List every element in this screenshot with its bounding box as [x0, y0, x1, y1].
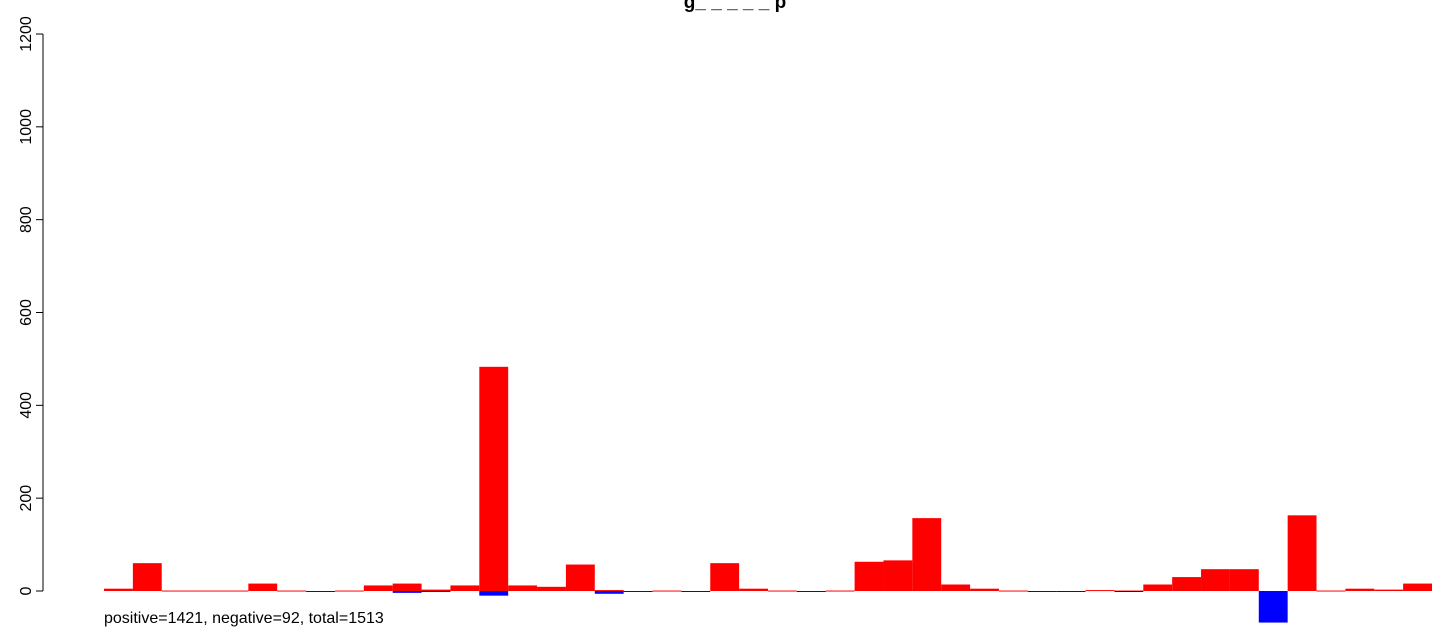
- negative-bar: [306, 591, 335, 592]
- positive-bar: [1172, 577, 1202, 591]
- positive-bar: [277, 590, 307, 592]
- positive-bar: [594, 590, 624, 592]
- negative-bar: [479, 591, 509, 596]
- positive-bar: [970, 588, 999, 591]
- positive-bar: [450, 585, 480, 591]
- negative-bar: [421, 591, 451, 592]
- y-axis: 0 200 400 600 800 1000 1200: [18, 16, 44, 595]
- y-tick-label: 1000: [18, 109, 35, 145]
- positive-bar: [479, 366, 509, 591]
- positive-bar: [248, 583, 278, 591]
- positive-bar: [219, 590, 249, 592]
- positive-bar: [421, 589, 451, 591]
- positive-bar: [1143, 584, 1173, 591]
- positive-bar: [941, 584, 971, 591]
- negative-bar: [1114, 591, 1144, 592]
- y-tick-label: 400: [18, 392, 35, 419]
- positive-bar: [1374, 589, 1404, 591]
- y-tick-label: 1200: [18, 16, 35, 52]
- negative-bar: [796, 591, 826, 592]
- negative-bar: [1027, 591, 1057, 592]
- negative-bar: [1056, 591, 1086, 592]
- positive-bar: [912, 518, 942, 591]
- y-tick-label: 800: [18, 206, 35, 233]
- negative-bar: [623, 591, 653, 592]
- positive-bar: [1403, 583, 1432, 591]
- positive-bar: [825, 590, 855, 592]
- positive-bar: [508, 585, 538, 591]
- positive-bar: [883, 560, 913, 591]
- negative-bar: [1258, 591, 1288, 623]
- chart-title: g_ _ _ _ _ p: [684, 0, 786, 13]
- positive-bar: [161, 590, 191, 592]
- positive-bar: [998, 590, 1028, 592]
- negative-bar: [392, 591, 422, 593]
- positive-bar: [565, 564, 595, 591]
- positive-bar: [854, 561, 884, 591]
- negative-bar: [681, 591, 711, 592]
- y-tick-label: 600: [18, 299, 35, 326]
- positive-bar: [1085, 590, 1115, 592]
- negative-bar: [594, 591, 624, 594]
- positive-bar: [104, 588, 133, 591]
- positive-bar: [132, 563, 162, 591]
- positive-bar: [1287, 515, 1317, 591]
- bars-group: [104, 366, 1432, 623]
- positive-bar: [1201, 569, 1230, 591]
- summary-footnote: positive=1421, negative=92, total=1513: [104, 610, 384, 627]
- y-tick-label: 200: [18, 485, 35, 512]
- y-tick-label: 0: [18, 586, 35, 595]
- positive-bar: [334, 590, 364, 592]
- positive-bar: [739, 588, 768, 591]
- positive-bar: [710, 563, 740, 591]
- positive-bar: [1345, 588, 1375, 591]
- positive-bar: [190, 590, 220, 592]
- positive-bar: [392, 583, 422, 591]
- positive-bar: [363, 585, 393, 591]
- positive-bar: [537, 586, 566, 591]
- positive-bar: [768, 590, 797, 592]
- positive-bar: [652, 590, 682, 592]
- positive-bar: [1229, 569, 1259, 591]
- positive-bar: [1316, 590, 1346, 592]
